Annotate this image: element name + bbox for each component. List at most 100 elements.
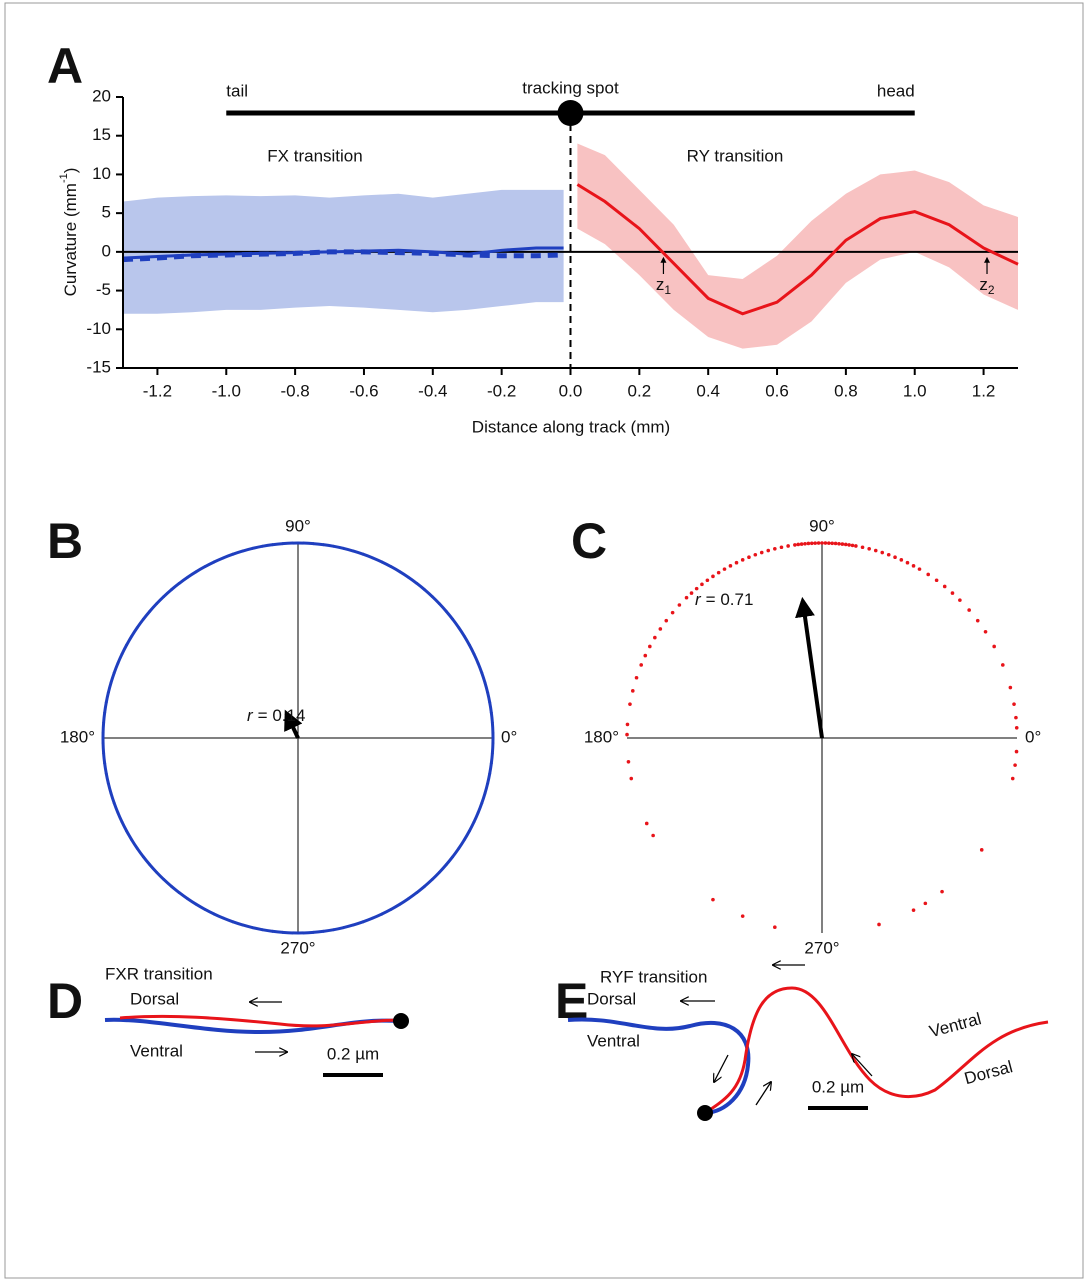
- phase-point: [967, 608, 971, 612]
- phase-point: [722, 567, 727, 571]
- phase-point: [102, 712, 107, 724]
- phase-point: [626, 759, 631, 764]
- phase-point: [241, 923, 254, 930]
- phase-point: [342, 923, 355, 930]
- phase-point: [135, 847, 145, 858]
- phase-point: [773, 925, 777, 930]
- phase-point: [1010, 776, 1015, 781]
- phase-point: [261, 543, 274, 548]
- phase-point: [104, 691, 110, 704]
- phase-point: [203, 907, 216, 916]
- angle-label: 180°: [584, 727, 619, 746]
- phase-point: [103, 762, 108, 775]
- phase-point: [917, 567, 922, 571]
- phase-point: [407, 891, 418, 901]
- phase-point: [873, 548, 878, 553]
- phase-point: [823, 541, 828, 545]
- x-tick-label: 1.0: [903, 381, 927, 400]
- r-text: = 0.71: [706, 590, 754, 609]
- phase-point: [639, 663, 643, 667]
- angle-label: 90°: [285, 516, 311, 535]
- phase-point: [799, 542, 804, 546]
- band: [577, 143, 1018, 349]
- phase-point: [677, 603, 682, 607]
- phase-point: [1013, 763, 1017, 767]
- phase-point: [251, 544, 264, 550]
- phase-point: [430, 870, 441, 881]
- phase-point: [850, 543, 855, 548]
- x-tick-label: -1.0: [212, 381, 241, 400]
- phase-point: [877, 922, 881, 927]
- phase-point: [911, 564, 916, 568]
- phase-point: [148, 863, 158, 874]
- angle-label: 270°: [280, 938, 315, 957]
- phase-point: [716, 570, 721, 575]
- angle-label: 270°: [804, 938, 839, 957]
- panel-letter: C: [571, 513, 607, 569]
- phase-point: [272, 542, 284, 547]
- x-axis-label: Distance along track (mm): [472, 417, 670, 436]
- phase-point: [480, 672, 487, 684]
- phase-point: [670, 610, 675, 615]
- phase-point: [380, 560, 393, 569]
- phase-point: [390, 565, 401, 574]
- side-label: Dorsal: [587, 989, 636, 1008]
- phase-point: [653, 635, 657, 640]
- worm-dorsal: [119, 1014, 401, 1028]
- region-label: FX transition: [267, 146, 362, 165]
- phase-point: [843, 542, 848, 547]
- phase-point: [155, 870, 166, 881]
- phase-point: [867, 546, 871, 551]
- y-axis-label-text: Curvature (mm: [61, 183, 80, 296]
- phase-point: [162, 588, 173, 598]
- phase-point: [779, 545, 784, 550]
- phase-point: [488, 762, 493, 775]
- phase-point: [141, 855, 152, 866]
- scale-label: 0.2 µm: [812, 1077, 864, 1096]
- phase-point: [322, 928, 335, 933]
- direction-arrow: [852, 1054, 873, 1077]
- phase-point: [162, 878, 173, 888]
- phase-point: [371, 556, 383, 564]
- phase-point: [103, 701, 108, 714]
- phase-point: [116, 653, 124, 665]
- phase-point: [241, 546, 254, 553]
- phase-point: [689, 591, 694, 595]
- phase-point: [905, 560, 910, 565]
- phase-point: [992, 644, 996, 649]
- phase-point: [282, 541, 294, 546]
- x-tick-label: -0.6: [349, 381, 378, 400]
- phase-point: [728, 564, 733, 568]
- phase-point: [1008, 685, 1013, 690]
- phase-point: [195, 565, 206, 574]
- annotation-sub: 2: [988, 283, 995, 297]
- phase-point: [796, 542, 801, 547]
- phase-point: [476, 662, 484, 674]
- phase-point: [1001, 663, 1005, 667]
- phase-point: [489, 752, 494, 764]
- series-line: [576, 183, 1019, 316]
- angle-label: 180°: [60, 727, 95, 746]
- track-label: head: [877, 81, 915, 100]
- phase-point: [934, 578, 939, 583]
- phase-point: [203, 560, 216, 569]
- phase-point: [1014, 749, 1019, 754]
- phase-point: [694, 586, 699, 591]
- phase-point: [886, 552, 891, 557]
- phase-point: [1014, 715, 1018, 720]
- phase-point: [1012, 702, 1016, 706]
- phase-point: [155, 595, 166, 606]
- phase-point: [186, 570, 198, 579]
- x-tick-label: 0.2: [628, 381, 652, 400]
- phase-point: [101, 742, 106, 754]
- annotation-text: z: [979, 275, 988, 294]
- phase-point: [213, 556, 225, 564]
- phase-point: [483, 782, 490, 795]
- phase-point: [950, 591, 955, 595]
- phase-point: [390, 902, 401, 911]
- side-label: Ventral: [587, 1031, 640, 1050]
- diagram-title: FXR transition: [105, 964, 213, 983]
- phase-point: [213, 912, 225, 920]
- phase-point: [664, 618, 669, 623]
